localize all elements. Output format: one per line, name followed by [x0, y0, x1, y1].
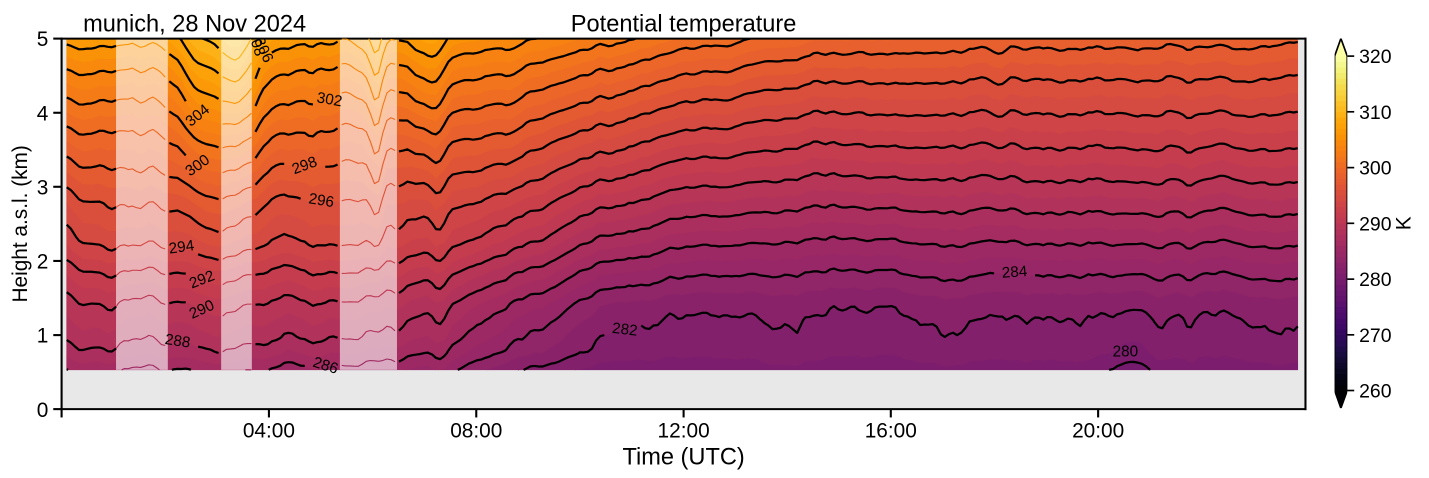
- svg-text:294: 294: [168, 237, 196, 257]
- svg-text:5: 5: [37, 28, 49, 51]
- svg-text:04:00: 04:00: [243, 419, 295, 442]
- svg-text:320: 320: [1359, 46, 1392, 68]
- svg-text:284: 284: [1001, 263, 1028, 282]
- svg-text:286: 286: [311, 354, 340, 378]
- svg-text:280: 280: [1359, 269, 1392, 291]
- svg-text:1: 1: [37, 325, 49, 348]
- svg-text:260: 260: [1359, 381, 1392, 403]
- svg-text:270: 270: [1359, 325, 1392, 347]
- svg-text:16:00: 16:00: [865, 419, 917, 442]
- svg-text:288: 288: [164, 331, 192, 352]
- svg-text:300: 300: [1359, 158, 1392, 180]
- svg-text:08:00: 08:00: [450, 419, 502, 442]
- svg-text:20:00: 20:00: [1072, 419, 1124, 442]
- svg-text:4: 4: [37, 102, 49, 125]
- svg-text:Time (UTC): Time (UTC): [622, 444, 744, 470]
- svg-text:Potential temperature: Potential temperature: [571, 12, 797, 38]
- svg-text:308: 308: [244, 29, 268, 58]
- svg-text:3: 3: [37, 176, 49, 199]
- svg-text:302: 302: [315, 89, 343, 110]
- svg-text:310: 310: [1359, 102, 1392, 124]
- svg-text:munich, 28 Nov 2024: munich, 28 Nov 2024: [83, 12, 306, 38]
- svg-text:12:00: 12:00: [658, 419, 710, 442]
- svg-text:296: 296: [307, 190, 335, 211]
- svg-text:280: 280: [1113, 343, 1138, 360]
- svg-text:0: 0: [37, 399, 49, 422]
- svg-text:282: 282: [611, 320, 638, 340]
- svg-text:Height a.s.l. (km): Height a.s.l. (km): [9, 145, 32, 302]
- svg-text:2: 2: [37, 250, 49, 273]
- svg-text:K: K: [1393, 216, 1416, 230]
- svg-text:290: 290: [1359, 213, 1392, 235]
